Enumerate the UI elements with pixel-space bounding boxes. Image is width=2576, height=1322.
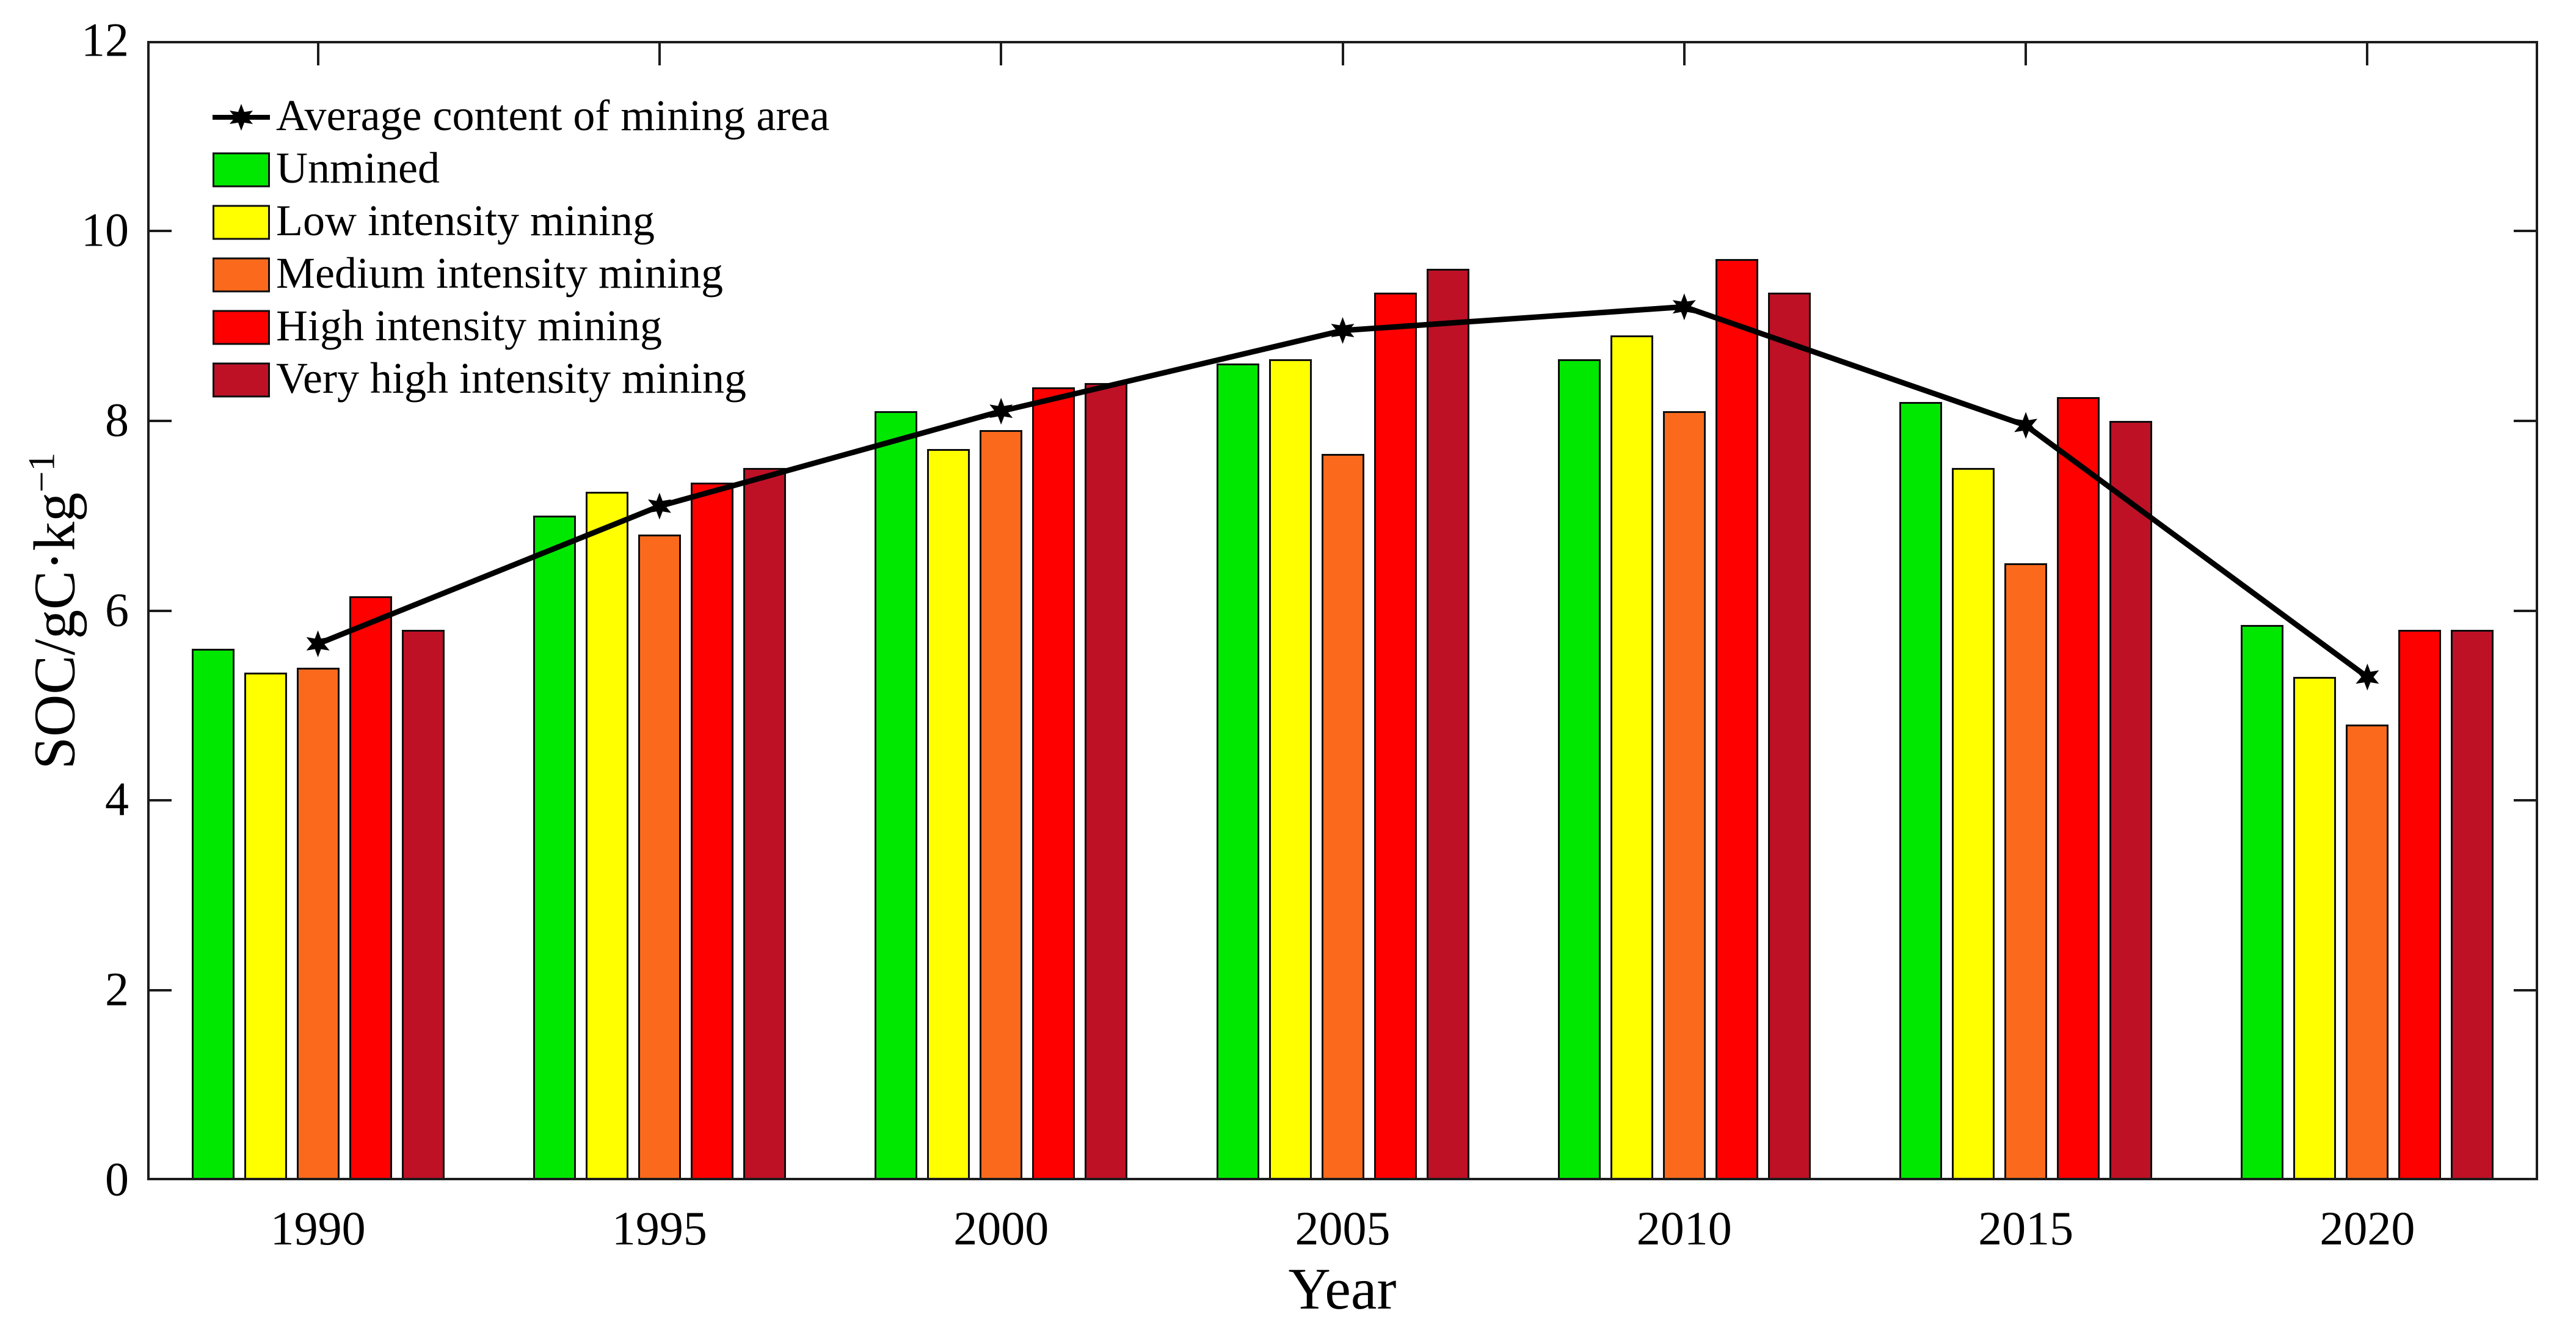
bar-2010-low-intensity-mining <box>1610 335 1653 1180</box>
bar-2020-low-intensity-mining <box>2293 677 2337 1180</box>
x-tick-label-2020: 2020 <box>2319 1202 2415 1255</box>
bar-2015-very-high-intensity-mining <box>2109 420 2153 1180</box>
bar-2010-medium-intensity-mining <box>1662 411 1706 1180</box>
x-tick-label-2000: 2000 <box>953 1202 1049 1255</box>
bar-2020-unmined <box>2241 624 2284 1180</box>
x-axis-label: Year <box>1288 1256 1397 1321</box>
y-tick-label-2: 2 <box>105 962 129 1016</box>
y-tick-label-8: 8 <box>105 393 129 447</box>
legend-label-unmined: Unmined <box>276 144 440 193</box>
y-tick-label-4: 4 <box>105 772 129 826</box>
axis-tick <box>2514 989 2538 992</box>
bar-2010-very-high-intensity-mining <box>1767 292 1811 1180</box>
axis-tick <box>147 799 172 802</box>
x-tick-label-2005: 2005 <box>1295 1202 1391 1255</box>
axis-tick-top <box>658 41 661 65</box>
axis-tick-top <box>2025 41 2028 65</box>
bar-2005-medium-intensity-mining <box>1321 454 1364 1180</box>
y-tick-label-0: 0 <box>105 1152 129 1206</box>
bar-1995-high-intensity-mining <box>690 482 733 1180</box>
bar-2010-unmined <box>1557 359 1601 1180</box>
legend-label-high-intensity-mining: High intensity mining <box>276 301 663 351</box>
y-tick-label-10: 10 <box>81 203 129 257</box>
x-tick-label-2010: 2010 <box>1636 1202 1732 1255</box>
legend-swatch-low-intensity-mining <box>213 205 270 240</box>
axis-tick <box>147 419 172 422</box>
y-tick-label-12: 12 <box>81 13 129 67</box>
axis-tick <box>2514 609 2538 612</box>
y-tick-label-6: 6 <box>105 582 129 636</box>
axis-tick-top <box>2366 41 2369 65</box>
legend-label-very-high-intensity-mining: Very high intensity mining <box>276 354 746 403</box>
bar-1990-low-intensity-mining <box>244 672 287 1180</box>
bar-2015-unmined <box>1899 401 1943 1180</box>
bar-2000-unmined <box>875 411 918 1180</box>
bar-2020-high-intensity-mining <box>2398 629 2442 1180</box>
axis-tick-top <box>1341 41 1344 65</box>
bar-2015-low-intensity-mining <box>1952 468 1995 1180</box>
bar-2000-high-intensity-mining <box>1032 387 1075 1180</box>
bar-2015-medium-intensity-mining <box>2004 563 2048 1180</box>
bar-2020-very-high-intensity-mining <box>2451 629 2494 1180</box>
bar-2020-medium-intensity-mining <box>2346 725 2389 1180</box>
axis-tick-top <box>316 41 319 65</box>
axis-tick-top <box>1683 41 1686 65</box>
bar-2015-high-intensity-mining <box>2057 396 2100 1180</box>
axis-tick <box>147 989 172 992</box>
bar-1995-unmined <box>533 516 576 1180</box>
legend-swatch-very-high-intensity-mining <box>213 362 270 398</box>
x-tick-label-1995: 1995 <box>611 1202 707 1255</box>
bar-2005-unmined <box>1216 363 1259 1180</box>
legend-label-low-intensity-mining: Low intensity mining <box>276 196 655 246</box>
bar-1995-low-intensity-mining <box>585 492 628 1180</box>
bar-2010-high-intensity-mining <box>1715 259 1758 1180</box>
bar-2005-high-intensity-mining <box>1374 292 1417 1180</box>
y-axis-label-superscript: −1 <box>21 452 63 492</box>
bar-1990-very-high-intensity-mining <box>401 629 445 1180</box>
legend-label-medium-intensity-mining: Medium intensity mining <box>276 249 723 298</box>
legend-swatch-high-intensity-mining <box>213 310 270 345</box>
bar-2005-very-high-intensity-mining <box>1426 269 1469 1180</box>
axis-tick <box>147 229 172 232</box>
bar-2000-low-intensity-mining <box>927 449 970 1180</box>
bar-1995-very-high-intensity-mining <box>743 468 786 1180</box>
axis-tick <box>2514 419 2538 422</box>
bar-1990-medium-intensity-mining <box>296 667 340 1180</box>
x-tick-label-2015: 2015 <box>1978 1202 2074 1255</box>
axis-tick-top <box>1000 41 1003 65</box>
bar-1995-medium-intensity-mining <box>638 535 681 1180</box>
legend-label-average-content-of-mining-area: Average content of mining area <box>276 91 830 141</box>
legend-swatch-medium-intensity-mining <box>213 257 270 293</box>
bar-2000-medium-intensity-mining <box>980 430 1023 1180</box>
bar-2005-low-intensity-mining <box>1268 359 1312 1180</box>
axis-tick <box>2514 229 2538 232</box>
axis-tick <box>147 609 172 612</box>
bar-1990-unmined <box>191 648 235 1180</box>
x-tick-label-1990: 1990 <box>270 1202 366 1255</box>
bar-2000-very-high-intensity-mining <box>1085 382 1128 1180</box>
legend-swatch-unmined <box>213 152 270 188</box>
bar-1990-high-intensity-mining <box>349 596 392 1180</box>
axis-tick <box>2514 799 2538 802</box>
